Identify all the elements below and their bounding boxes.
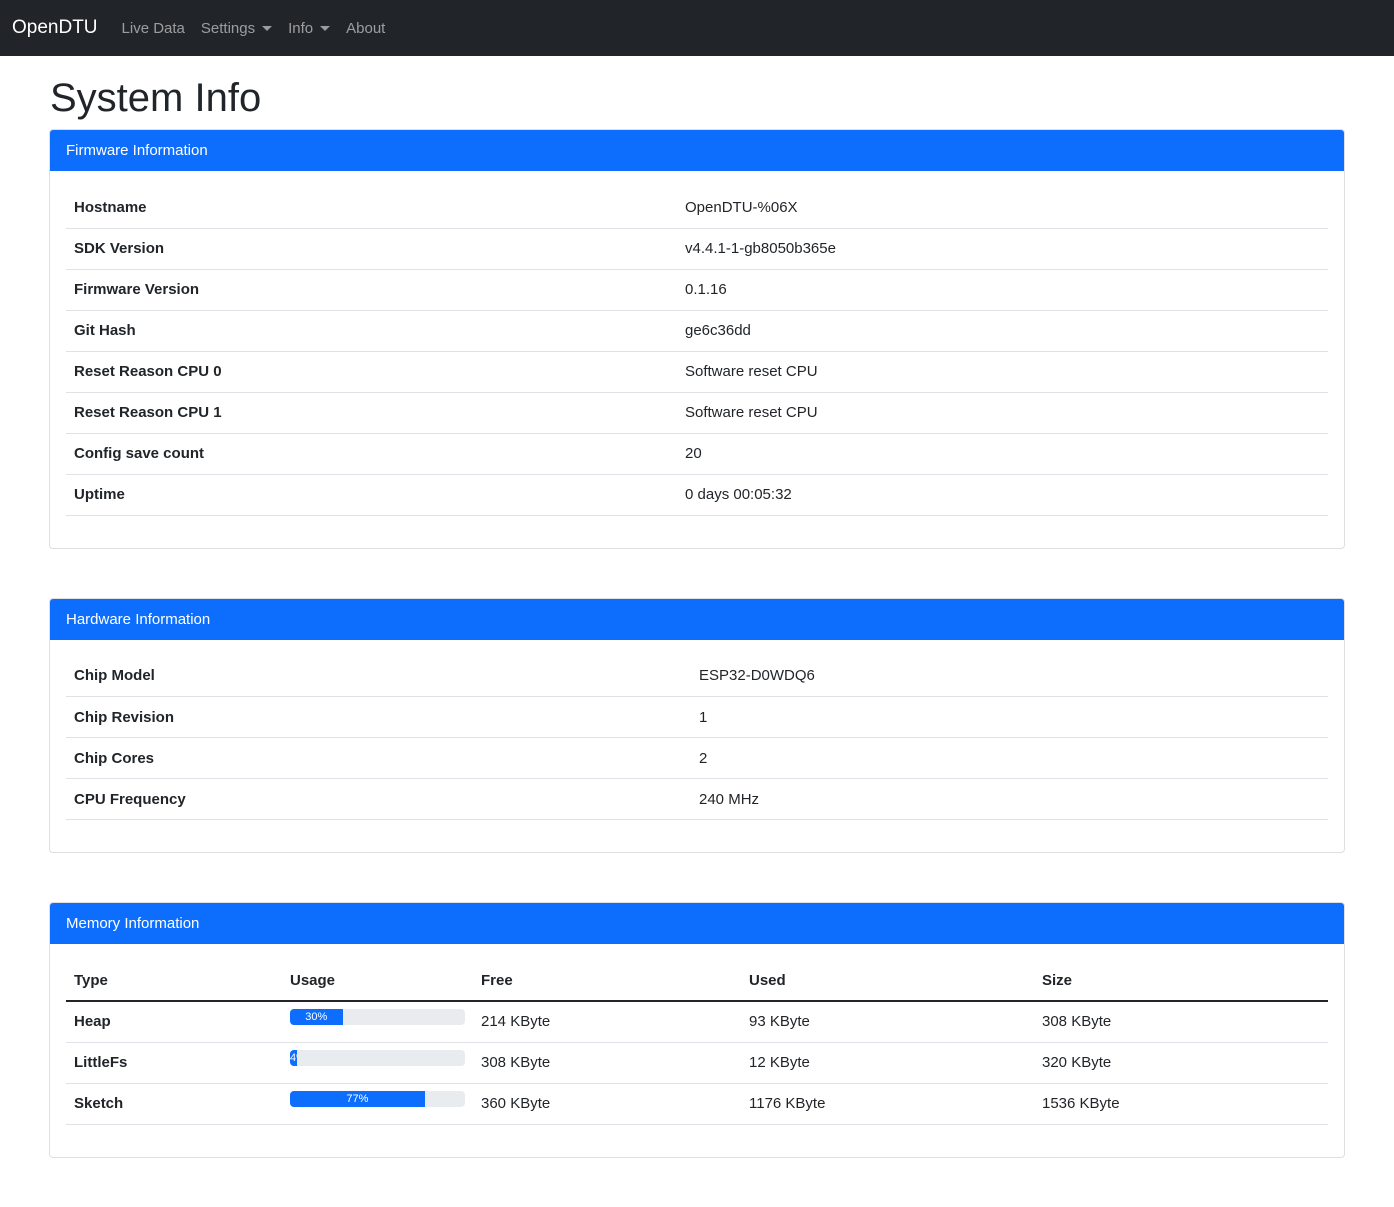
row-value: ge6c36dd [677, 310, 1328, 352]
row-value: 240 MHz [691, 778, 1328, 820]
row-label: Reset Reason CPU 1 [66, 392, 677, 434]
row-value: 20 [677, 433, 1328, 475]
brand-link[interactable]: OpenDTU [12, 17, 98, 38]
row-value: v4.4.1-1-gb8050b365e [677, 228, 1328, 270]
table-row: Heap 30% 214 KByte 93 KByte 308 KByte [66, 1001, 1328, 1043]
page-title: System Info [50, 76, 262, 120]
usage-progress: 77% [290, 1090, 465, 1107]
free-value: 308 KByte [473, 1042, 741, 1084]
row-label: Uptime [66, 474, 677, 516]
row-value: 0.1.16 [677, 269, 1328, 311]
row-value: Software reset CPU [677, 351, 1328, 393]
size-value: 1536 KByte [1034, 1083, 1328, 1125]
col-size: Size [1034, 960, 1328, 1002]
card-header: Memory Information [50, 903, 1344, 944]
free-value: 214 KByte [473, 1001, 741, 1043]
firmware-card: Firmware Information Hostname OpenDTU-%06… [49, 129, 1345, 549]
nav-label: Live Data [121, 19, 185, 37]
nav-label: Info [288, 19, 314, 37]
memory-type: Heap [66, 1001, 282, 1043]
used-value: 93 KByte [741, 1001, 1034, 1043]
used-value: 1176 KByte [741, 1083, 1034, 1125]
row-value: ESP32-D0WDQ6 [691, 655, 1328, 697]
row-value: 1 [691, 696, 1328, 738]
row-label: Chip Model [66, 655, 691, 697]
row-label: Chip Revision [66, 696, 691, 738]
card-header: Hardware Information [50, 598, 1344, 640]
row-value: 0 days 00:05:32 [677, 474, 1328, 516]
nav-info-dropdown[interactable]: Info [280, 20, 338, 37]
row-label: CPU Frequency [66, 778, 691, 820]
navbar: OpenDTU Live Data Settings Info About [0, 0, 1394, 56]
row-value: Software reset CPU [677, 392, 1328, 434]
row-label: Chip Cores [66, 737, 691, 779]
table-row: Hostname OpenDTU-%06X [66, 187, 1328, 229]
usage-bar: 30% [290, 1008, 343, 1025]
col-free: Free [473, 960, 741, 1002]
card-header: Firmware Information [50, 130, 1344, 171]
usage-bar: 77% [290, 1090, 425, 1107]
table-row: Chip Cores 2 [66, 737, 1328, 779]
row-label: Firmware Version [66, 269, 677, 311]
nav-about[interactable]: About [338, 20, 393, 37]
firmware-table: Hostname OpenDTU-%06X SDK Version v4.4.1-1-… [66, 187, 1328, 516]
table-row: Git Hash ge6c36dd [66, 310, 1328, 352]
usage-progress: 30% [290, 1008, 465, 1025]
col-used: Used [741, 960, 1034, 1002]
table-row: Chip Model ESP32-D0WDQ6 [66, 655, 1328, 697]
table-row: Firmware Version 0.1.16 [66, 269, 1328, 311]
nav-label: Settings [200, 19, 256, 37]
memory-table: Type Usage Free Used Size Heap 30% 214 K… [66, 960, 1328, 1125]
table-row: Reset Reason CPU 1 Software reset CPU [66, 392, 1328, 434]
table-row: CPU Frequency 240 MHz [66, 778, 1328, 820]
nav-settings-dropdown[interactable]: Settings [193, 20, 280, 37]
used-value: 12 KByte [741, 1042, 1034, 1084]
caret-down-icon [262, 25, 273, 31]
usage-bar: 4% [290, 1049, 297, 1066]
table-row: Chip Revision 1 [66, 696, 1328, 738]
row-label: Reset Reason CPU 0 [66, 351, 677, 393]
table-row: Config save count 20 [66, 433, 1328, 475]
col-type: Type [66, 960, 282, 1002]
size-value: 320 KByte [1034, 1042, 1328, 1084]
memory-card: Memory Information Type Usage Free Used … [49, 902, 1345, 1158]
size-value: 308 KByte [1034, 1001, 1328, 1043]
table-row: SDK Version v4.4.1-1-gb8050b365e [66, 228, 1328, 270]
row-label: Config save count [66, 433, 677, 475]
table-row: LittleFs 4% 308 KByte 12 KByte 320 KByte [66, 1042, 1328, 1084]
table-row: Sketch 77% 360 KByte 1176 KByte 1536 KBy… [66, 1083, 1328, 1125]
row-value: 2 [691, 737, 1328, 779]
free-value: 360 KByte [473, 1083, 741, 1125]
row-label: Hostname [66, 187, 677, 229]
table-row: Reset Reason CPU 0 Software reset CPU [66, 351, 1328, 393]
memory-type: Sketch [66, 1083, 282, 1125]
memory-type: LittleFs [66, 1042, 282, 1084]
usage-progress: 4% [290, 1049, 465, 1066]
usage-cell: 4% [282, 1042, 473, 1084]
row-label: Git Hash [66, 310, 677, 352]
col-usage: Usage [282, 960, 473, 1002]
table-row: Uptime 0 days 00:05:32 [66, 474, 1328, 516]
nav-label: About [346, 19, 386, 37]
hardware-card: Hardware Information Chip Model ESP32-D0W… [49, 597, 1345, 853]
row-value: OpenDTU-%06X [677, 187, 1328, 229]
usage-cell: 30% [282, 1001, 473, 1043]
row-label: SDK Version [66, 228, 677, 270]
hardware-table: Chip Model ESP32-D0WDQ6 Chip Revision 1 Chip… [66, 655, 1328, 820]
caret-down-icon [320, 25, 331, 31]
usage-cell: 77% [282, 1083, 473, 1125]
nav-live-data[interactable]: Live Data [114, 20, 193, 37]
